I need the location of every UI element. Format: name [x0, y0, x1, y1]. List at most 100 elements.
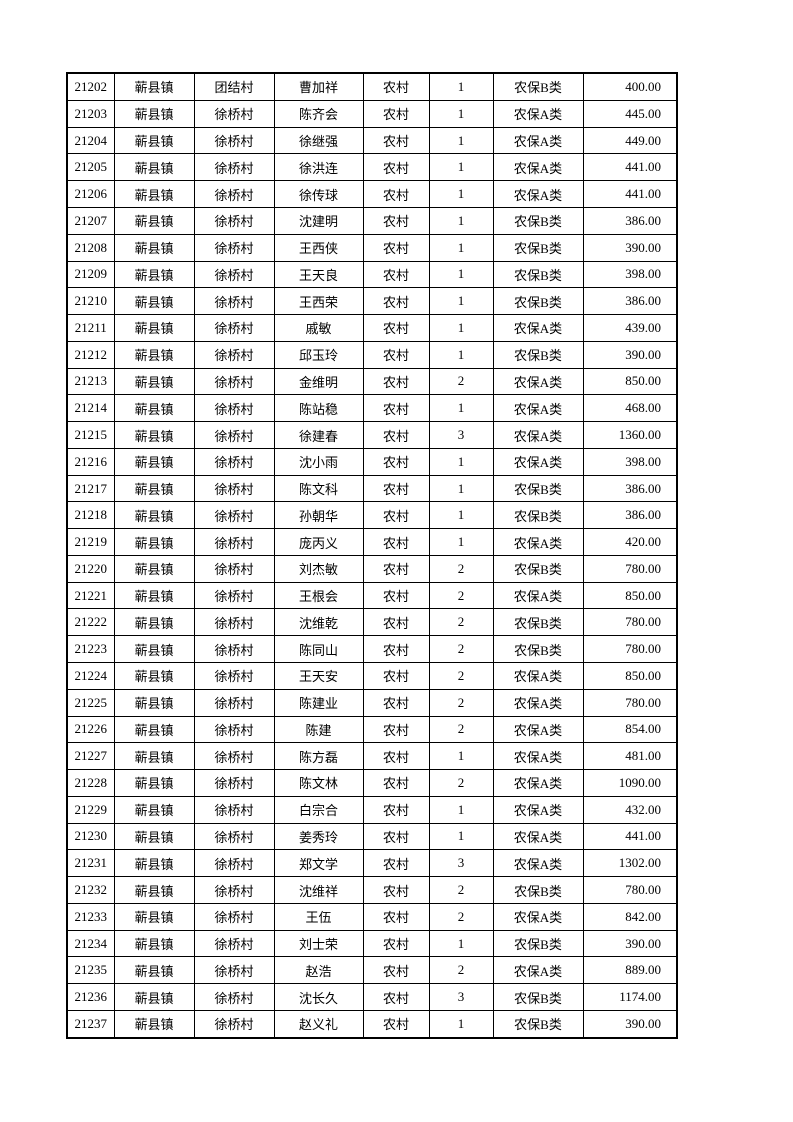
cell-insurance-category: 农保A类 — [492, 153, 584, 182]
cell-town: 蕲县镇 — [113, 287, 195, 316]
cell-person-count: 1 — [428, 126, 494, 155]
cell-amount: 780.00 — [582, 608, 678, 637]
cell-village: 徐桥村 — [193, 662, 275, 690]
cell-village: 徐桥村 — [193, 233, 275, 262]
cell-insurance-category: 农保A类 — [492, 528, 584, 556]
cell-village: 徐桥村 — [193, 554, 275, 583]
cell-village: 徐桥村 — [193, 956, 275, 985]
cell-village: 徐桥村 — [193, 876, 275, 904]
cell-insurance-category: 农保A类 — [492, 394, 584, 423]
cell-residence-type: 农村 — [362, 287, 430, 316]
cell-residence-type: 农村 — [362, 126, 430, 155]
cell-residence-type: 农村 — [362, 688, 430, 717]
cell-village: 徐桥村 — [193, 474, 275, 503]
table-row: 21222 蕲县镇 徐桥村 沈维乾 农村 2 农保B类 780.00 — [66, 608, 678, 637]
table-row: 21219 蕲县镇 徐桥村 庞丙义 农村 1 农保A类 420.00 — [66, 528, 678, 556]
cell-insurance-category: 农保A类 — [492, 902, 584, 931]
cell-insurance-category: 农保A类 — [492, 367, 584, 396]
cell-village: 徐桥村 — [193, 769, 275, 797]
cell-amount: 439.00 — [582, 314, 678, 342]
cell-serial-number: 21223 — [66, 635, 115, 664]
cell-person-name: 孙朝华 — [273, 501, 364, 530]
cell-town: 蕲县镇 — [113, 929, 195, 958]
cell-amount: 390.00 — [582, 929, 678, 958]
cell-serial-number: 21230 — [66, 822, 115, 851]
cell-town: 蕲县镇 — [113, 983, 195, 1011]
cell-serial-number: 21210 — [66, 287, 115, 316]
cell-residence-type: 农村 — [362, 876, 430, 904]
cell-amount: 432.00 — [582, 795, 678, 824]
cell-village: 徐桥村 — [193, 715, 275, 744]
cell-insurance-category: 农保B类 — [492, 635, 584, 664]
cell-person-count: 2 — [428, 902, 494, 931]
cell-amount: 481.00 — [582, 742, 678, 771]
table-row: 21205 蕲县镇 徐桥村 徐洪连 农村 1 农保A类 441.00 — [66, 153, 678, 182]
cell-town: 蕲县镇 — [113, 688, 195, 717]
cell-person-count: 2 — [428, 554, 494, 583]
cell-person-name: 刘士荣 — [273, 929, 364, 958]
cell-residence-type: 农村 — [362, 314, 430, 342]
cell-serial-number: 21229 — [66, 795, 115, 824]
cell-insurance-category: 农保B类 — [492, 554, 584, 583]
cell-person-count: 1 — [428, 822, 494, 851]
cell-amount: 780.00 — [582, 635, 678, 664]
cell-insurance-category: 农保B类 — [492, 260, 584, 289]
cell-amount: 850.00 — [582, 367, 678, 396]
cell-residence-type: 农村 — [362, 715, 430, 744]
cell-insurance-category: 农保A类 — [492, 822, 584, 851]
cell-person-name: 徐继强 — [273, 126, 364, 155]
table-row: 21220 蕲县镇 徐桥村 刘杰敏 农村 2 农保B类 780.00 — [66, 554, 678, 583]
cell-person-name: 沈维乾 — [273, 608, 364, 637]
table-row: 21235 蕲县镇 徐桥村 赵浩 农村 2 农保A类 889.00 — [66, 956, 678, 985]
cell-town: 蕲县镇 — [113, 72, 195, 101]
cell-village: 徐桥村 — [193, 260, 275, 289]
cell-person-count: 2 — [428, 876, 494, 904]
cell-village: 徐桥村 — [193, 180, 275, 208]
table-row: 21215 蕲县镇 徐桥村 徐建春 农村 3 农保A类 1360.00 — [66, 421, 678, 449]
cell-residence-type: 农村 — [362, 608, 430, 637]
table-row: 21218 蕲县镇 徐桥村 孙朝华 农村 1 农保B类 386.00 — [66, 501, 678, 530]
cell-person-name: 徐洪连 — [273, 153, 364, 182]
table-row: 21203 蕲县镇 徐桥村 陈齐会 农村 1 农保A类 445.00 — [66, 99, 678, 128]
cell-serial-number: 21225 — [66, 688, 115, 717]
cell-serial-number: 21208 — [66, 233, 115, 262]
cell-town: 蕲县镇 — [113, 207, 195, 235]
cell-person-count: 1 — [428, 233, 494, 262]
cell-serial-number: 21217 — [66, 474, 115, 503]
cell-town: 蕲县镇 — [113, 421, 195, 449]
cell-town: 蕲县镇 — [113, 367, 195, 396]
cell-person-name: 王西荣 — [273, 287, 364, 316]
cell-residence-type: 农村 — [362, 795, 430, 824]
cell-insurance-category: 农保B类 — [492, 340, 584, 369]
cell-village: 徐桥村 — [193, 447, 275, 476]
cell-town: 蕲县镇 — [113, 447, 195, 476]
table-row: 21204 蕲县镇 徐桥村 徐继强 农村 1 农保A类 449.00 — [66, 126, 678, 155]
table-row: 21208 蕲县镇 徐桥村 王西侠 农村 1 农保B类 390.00 — [66, 233, 678, 262]
table-row: 21214 蕲县镇 徐桥村 陈站稳 农村 1 农保A类 468.00 — [66, 394, 678, 423]
cell-residence-type: 农村 — [362, 956, 430, 985]
cell-person-count: 1 — [428, 528, 494, 556]
cell-amount: 390.00 — [582, 1009, 678, 1039]
cell-person-name: 王天安 — [273, 662, 364, 690]
cell-serial-number: 21222 — [66, 608, 115, 637]
cell-residence-type: 农村 — [362, 501, 430, 530]
cell-amount: 386.00 — [582, 207, 678, 235]
cell-serial-number: 21215 — [66, 421, 115, 449]
table-row: 21231 蕲县镇 徐桥村 郑文学 农村 3 农保A类 1302.00 — [66, 849, 678, 878]
cell-insurance-category: 农保B类 — [492, 1009, 584, 1039]
cell-serial-number: 21218 — [66, 501, 115, 530]
cell-town: 蕲县镇 — [113, 822, 195, 851]
cell-insurance-category: 农保B类 — [492, 501, 584, 530]
cell-residence-type: 农村 — [362, 581, 430, 610]
cell-amount: 449.00 — [582, 126, 678, 155]
table-row: 21225 蕲县镇 徐桥村 陈建业 农村 2 农保A类 780.00 — [66, 688, 678, 717]
table-row: 21209 蕲县镇 徐桥村 王天良 农村 1 农保B类 398.00 — [66, 260, 678, 289]
cell-insurance-category: 农保B类 — [492, 474, 584, 503]
cell-town: 蕲县镇 — [113, 662, 195, 690]
cell-amount: 400.00 — [582, 72, 678, 101]
cell-amount: 1174.00 — [582, 983, 678, 1011]
cell-residence-type: 农村 — [362, 742, 430, 771]
table-row: 21226 蕲县镇 徐桥村 陈建 农村 2 农保A类 854.00 — [66, 715, 678, 744]
cell-person-count: 2 — [428, 581, 494, 610]
cell-residence-type: 农村 — [362, 233, 430, 262]
